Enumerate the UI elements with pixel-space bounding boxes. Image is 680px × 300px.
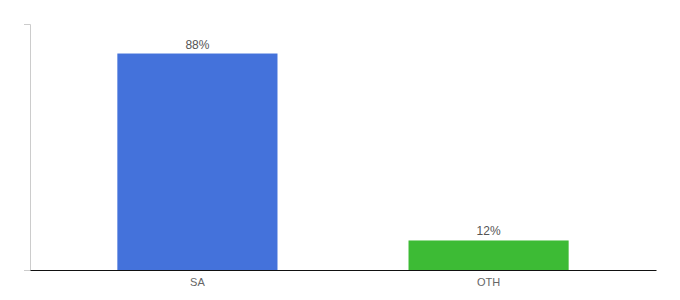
y-axis-line — [24, 25, 31, 271]
y-axis — [24, 25, 31, 271]
x-tick-label: OTH — [477, 276, 500, 288]
plot: SA OTH 88% 12% — [24, 25, 657, 288]
data-label: 88% — [185, 38, 209, 52]
chart: SA OTH 88% 12% — [0, 0, 680, 300]
x-tick: SA — [190, 270, 205, 288]
x-tick-label: SA — [190, 276, 205, 288]
data-labels: 88% 12% — [185, 38, 501, 239]
x-tick: OTH — [477, 270, 500, 288]
bar — [117, 54, 277, 270]
x-axis: SA OTH — [31, 270, 657, 288]
data-label: 12% — [477, 224, 501, 238]
bar — [409, 240, 569, 270]
x-axis-line — [31, 270, 657, 271]
bars — [117, 54, 568, 270]
